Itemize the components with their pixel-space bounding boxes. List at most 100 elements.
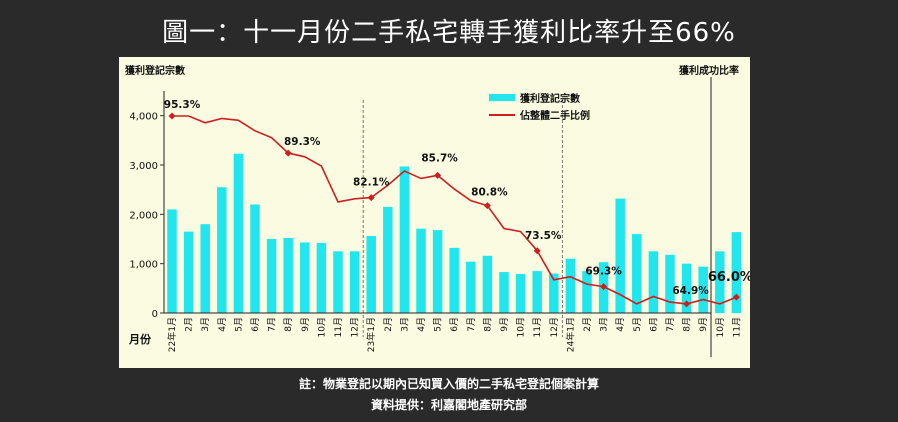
x-tick-label: 10月 xyxy=(715,317,726,337)
data-label: 89.3% xyxy=(284,136,321,148)
line-marker xyxy=(732,293,740,301)
bar xyxy=(532,271,542,313)
footnote-source: 資料提供：利嘉閣地產研究部 xyxy=(370,398,527,412)
bar xyxy=(648,251,659,313)
line-marker xyxy=(533,247,541,255)
slide-title: 圖一：十一月份二手私宅轉手獲利比率升至66% xyxy=(162,18,736,48)
x-tick-label: 7月 xyxy=(665,317,676,332)
x-tick-label: 7月 xyxy=(267,317,278,332)
bar xyxy=(449,247,459,313)
data-label: 69.3% xyxy=(585,266,622,278)
line-series-profit-ratio xyxy=(168,112,740,308)
data-label: 64.9% xyxy=(672,285,709,297)
grid-lines xyxy=(362,100,563,337)
x-axis-title: 月份 xyxy=(128,332,152,346)
x-tick-label: 4月 xyxy=(217,317,228,332)
bar xyxy=(665,254,675,313)
bar xyxy=(499,272,509,313)
line-marker xyxy=(600,283,608,291)
x-tick-label: 24年1月 xyxy=(564,317,576,352)
bar xyxy=(698,266,708,313)
y-tick-label: 4,000 xyxy=(129,112,158,123)
x-tick-label: 5月 xyxy=(233,317,244,332)
bar xyxy=(183,231,194,313)
bar xyxy=(615,198,625,313)
line-marker xyxy=(367,194,375,202)
line-marker xyxy=(168,112,176,120)
chart-panel: 獲利登記宗數 獲利成功比率 月份 獲利登記宗數 佔整體二手比例 0 1,000 2,… xyxy=(119,57,750,368)
bar xyxy=(582,271,592,313)
x-tick-label: 11月 xyxy=(532,317,543,337)
x-tick-label: 8月 xyxy=(482,317,493,332)
x-tick-label: 12月 xyxy=(549,317,560,337)
x-tick-label: 7月 xyxy=(466,317,477,332)
x-tick-label: 11月 xyxy=(731,317,742,337)
bar xyxy=(233,153,244,313)
bar xyxy=(681,263,692,313)
y-tick-label: 2,000 xyxy=(129,210,158,221)
legend-line-label: 佔整體二手比例 xyxy=(519,109,590,122)
bar xyxy=(549,273,559,313)
y-tick-label: 0 xyxy=(152,309,158,320)
bar xyxy=(266,239,277,313)
line-path xyxy=(172,115,737,305)
x-tick-label: 3月 xyxy=(599,317,610,332)
bar xyxy=(466,261,476,313)
bar xyxy=(349,251,360,313)
chart-svg: 獲利登記宗數 獲利成功比率 月份 獲利登記宗數 佔整體二手比例 0 1,000 2,… xyxy=(125,64,750,357)
x-tick-label: 2月 xyxy=(582,317,593,332)
bar xyxy=(200,224,210,313)
x-tick-label: 3月 xyxy=(200,317,211,332)
line-marker xyxy=(683,300,691,308)
x-tick-label: 10月 xyxy=(316,317,327,337)
x-tick-label: 9月 xyxy=(499,317,510,332)
line-marker xyxy=(434,171,442,179)
bar xyxy=(217,187,227,313)
x-tick-label: 8月 xyxy=(682,317,693,332)
bar xyxy=(432,230,443,313)
x-tick-label: 11月 xyxy=(333,317,344,337)
bar xyxy=(333,251,343,313)
bar xyxy=(383,206,393,313)
bar xyxy=(300,242,310,313)
x-tick-label: 6月 xyxy=(449,317,460,332)
bar xyxy=(731,232,742,313)
line-marker xyxy=(284,149,292,157)
right-axis-title: 獲利成功比率 xyxy=(679,64,739,77)
chart-labels: 獲利登記宗數 獲利成功比率 月份 獲利登記宗數 佔整體二手比例 0 1,000 2,… xyxy=(125,64,750,352)
bar xyxy=(515,274,526,313)
x-tick-label: 4月 xyxy=(416,317,427,332)
x-tick-label: 3月 xyxy=(399,317,410,332)
bar xyxy=(366,236,376,313)
x-tick-label: 9月 xyxy=(300,317,311,332)
left-axis-title: 獲利登記宗數 xyxy=(125,64,185,77)
bar xyxy=(399,166,410,313)
axes xyxy=(160,77,712,357)
data-label: 82.1% xyxy=(353,177,390,189)
y-tick-label: 3,000 xyxy=(129,161,158,172)
data-label: 80.8% xyxy=(471,187,508,199)
data-label: 66.0% xyxy=(708,270,750,285)
x-tick-label: 8月 xyxy=(283,317,294,332)
legend-bar-swatch xyxy=(489,94,515,101)
bar xyxy=(167,209,177,313)
legend-bar-label: 獲利登記宗數 xyxy=(520,92,580,105)
bar xyxy=(482,255,493,313)
bar xyxy=(250,204,260,313)
x-tick-label: 12月 xyxy=(350,317,361,337)
x-tick-label: 5月 xyxy=(632,317,643,332)
x-tick-label: 2月 xyxy=(383,317,394,332)
x-tick-label: 6月 xyxy=(648,317,659,332)
x-tick-label: 6月 xyxy=(250,317,261,332)
data-label: 73.5% xyxy=(525,230,562,242)
bar xyxy=(715,251,725,313)
x-tick-label: 9月 xyxy=(698,317,709,332)
x-tick-label: 4月 xyxy=(615,317,626,332)
bar xyxy=(316,242,327,313)
data-label: 95.3% xyxy=(164,99,201,111)
x-tick-label: 22年1月 xyxy=(166,317,178,352)
data-label: 85.7% xyxy=(421,152,458,164)
bar xyxy=(565,258,576,313)
x-tick-label: 23年1月 xyxy=(365,317,377,352)
footnote-note: 註：物業登記以期內已知買入價的二手私宅登記個案計算 xyxy=(298,377,599,391)
